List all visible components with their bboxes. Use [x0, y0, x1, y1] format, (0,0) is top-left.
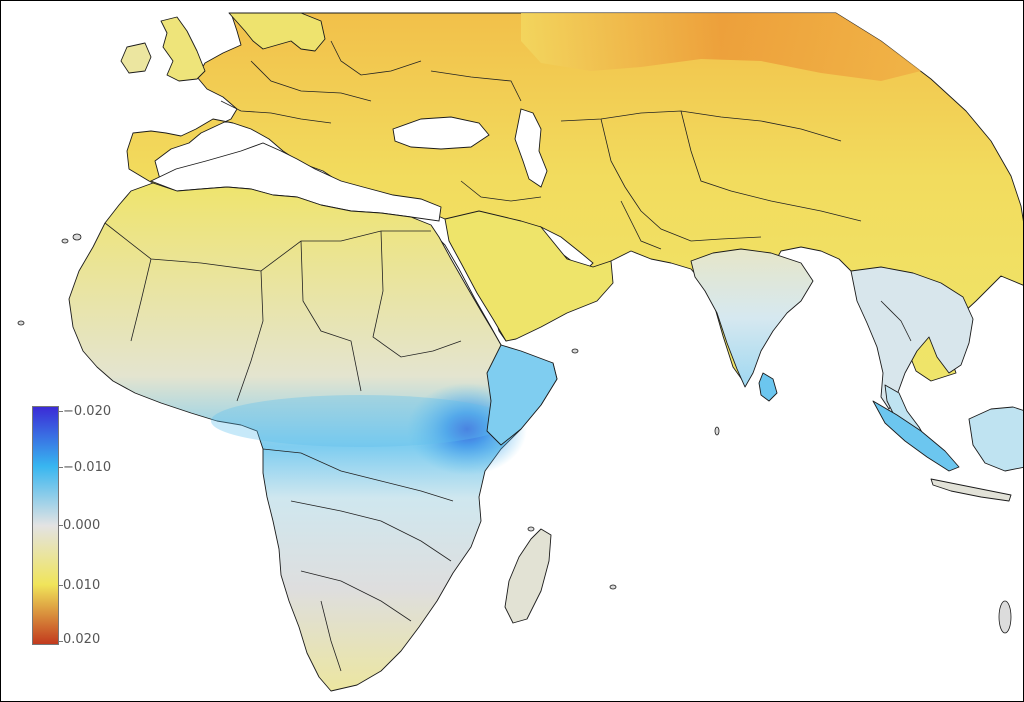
colorbar-label-min: −0.020: [63, 404, 112, 419]
colorbar-tick: [59, 525, 63, 526]
country-borders: [104, 40, 912, 672]
madagascar: [504, 528, 552, 624]
arabian-peninsula: [444, 210, 614, 342]
colorbar: [32, 406, 59, 645]
scandinavia: [228, 12, 326, 52]
horn-of-africa: [486, 344, 558, 446]
colorbar-label-zero: 0.000: [63, 518, 101, 533]
colorbar-tick: [59, 641, 63, 642]
colorbar-label: −0.010: [63, 460, 112, 475]
indochina-peninsula: [850, 266, 974, 410]
borneo: [968, 406, 1023, 472]
equatorial-band: [211, 395, 511, 447]
java: [930, 478, 1012, 502]
colorbar-tick: [59, 411, 63, 412]
india-subcontinent: [690, 248, 814, 388]
caspian-sea: [514, 108, 548, 188]
colorbar-tick: [59, 467, 63, 468]
small-islands: [17, 233, 1012, 634]
black-sea: [392, 116, 490, 150]
africa-continent: [68, 182, 558, 692]
colorbar-tick: [59, 585, 63, 586]
colorbar-label-max: 0.020: [63, 632, 101, 647]
sumatra: [872, 400, 960, 472]
ireland: [120, 42, 152, 74]
siberia-warm-region: [521, 13, 921, 81]
colorbar-label: 0.010: [63, 578, 101, 593]
great-britain: [160, 16, 206, 82]
sri-lanka: [758, 372, 778, 402]
